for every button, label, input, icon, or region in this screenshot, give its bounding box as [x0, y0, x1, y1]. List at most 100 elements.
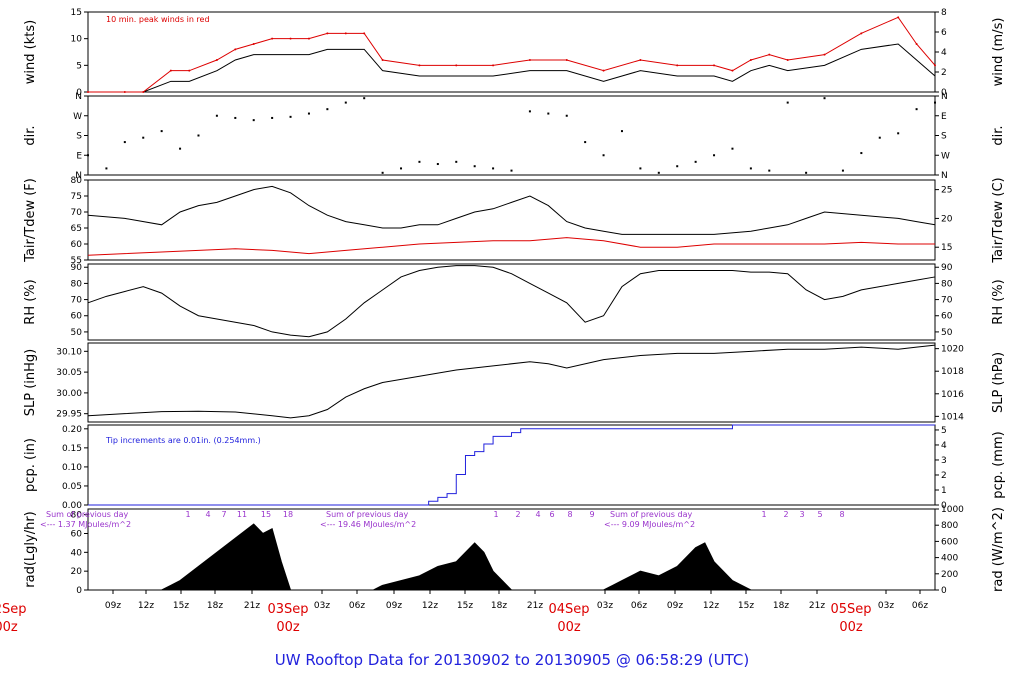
- y-tick-label-left: 20: [71, 567, 83, 577]
- y-tick-label-right: 0: [941, 501, 947, 511]
- radiation-sum-line1: Sum of previous day: [610, 510, 692, 519]
- dir-point: [510, 169, 513, 172]
- dir-point: [252, 119, 255, 122]
- y-tick-label-left: 10: [71, 35, 83, 45]
- y-tick-label-left: S: [76, 132, 82, 142]
- peak-wind-point: [934, 64, 936, 67]
- y-tick-label-right: 90: [941, 263, 953, 273]
- dir-point: [105, 167, 108, 170]
- panel-frame: [87, 95, 936, 176]
- peak-wind-point: [786, 59, 789, 61]
- radiation-sum-line2: <--- 19.46 MJoules/m^2: [320, 520, 416, 529]
- y-tick-label-right: 6: [941, 28, 947, 38]
- peak-wind-point: [455, 64, 458, 67]
- dir-point: [160, 130, 163, 133]
- y-tick-label-left: 55: [71, 256, 82, 266]
- y-tick-label-left: 0.20: [62, 425, 82, 435]
- x-tick-label: 21z: [809, 601, 825, 611]
- dir-point: [860, 152, 863, 155]
- y-axis-label-left: rad(Lgly/hr): [23, 511, 38, 587]
- y-tick-label-right: 1016: [941, 390, 964, 400]
- radiation-sum-line1: Sum of previous day: [326, 510, 408, 519]
- x-tick-label: 15z: [457, 601, 473, 611]
- y-axis-label-right: SLP (hPa): [991, 352, 1006, 413]
- y-tick-label-right: 50: [941, 328, 953, 338]
- x-tick-label: 12z: [422, 601, 438, 611]
- x-tick-label: 06z: [912, 601, 928, 611]
- radiation-hour-mark: 9: [589, 510, 594, 519]
- date-label-hour: 00z: [839, 620, 863, 635]
- y-tick-label-right: 200: [941, 570, 958, 580]
- y-tick-label-right: 2: [941, 68, 947, 78]
- date-label-hour: 00z: [276, 620, 300, 635]
- y-tick-label-left: 60: [71, 529, 83, 539]
- panel-frame: [87, 11, 936, 93]
- y-tick-label-left: 0: [76, 586, 82, 596]
- y-tick-label-right: E: [941, 112, 947, 122]
- tip-increment-note: Tip increments are 0.01in. (0.254mm.): [105, 436, 261, 445]
- x-tick-label: 03z: [314, 601, 330, 611]
- x-tick-label: 09z: [386, 601, 402, 611]
- panel-frame: [87, 342, 936, 423]
- peak-wind-point: [381, 59, 384, 61]
- y-tick-label-right: 1020: [941, 345, 964, 355]
- y-tick-label-left: 75: [71, 192, 82, 202]
- radiation-hour-mark: 8: [839, 510, 844, 519]
- radiation-hour-mark: 1: [185, 510, 190, 519]
- y-tick-label-left: 70: [71, 296, 83, 306]
- dir-point: [731, 147, 734, 150]
- series-line-slp: [87, 344, 936, 419]
- y-tick-label-right: 3: [941, 456, 947, 466]
- dir-point: [307, 112, 310, 115]
- x-tick-label: 03z: [878, 601, 894, 611]
- radiation-hour-mark: 2: [515, 510, 520, 519]
- dir-point: [418, 160, 421, 163]
- x-tick-label: 15z: [173, 601, 189, 611]
- y-tick-label-right: 0: [941, 88, 947, 98]
- dir-point: [271, 116, 274, 119]
- y-tick-label-right: W: [941, 151, 950, 161]
- y-axis-label-right: rad (W/m^2): [991, 507, 1006, 592]
- series-line-rh: [87, 265, 936, 338]
- peak-wind-point: [215, 59, 218, 61]
- series-line-temp: [87, 237, 935, 256]
- peak-wind-point: [234, 48, 237, 51]
- y-tick-label-right: 70: [941, 296, 953, 306]
- x-tick-label: 15z: [738, 601, 754, 611]
- y-tick-label-right: 80: [941, 279, 953, 289]
- y-axis-label-right: wind (m/s): [991, 18, 1006, 87]
- peak-wind-point: [713, 64, 716, 67]
- peak-wind-point: [142, 91, 145, 93]
- dir-point: [657, 171, 660, 174]
- dir-point: [234, 116, 237, 119]
- dir-point: [565, 114, 568, 117]
- peak-wind-point: [169, 69, 172, 72]
- peak-wind-point: [860, 32, 863, 35]
- y-tick-label-right: 20: [941, 214, 953, 224]
- y-tick-label-right: 1: [941, 486, 947, 496]
- date-label-hour: 00z: [0, 620, 18, 635]
- y-axis-label-right: RH (%): [991, 279, 1006, 324]
- radiation-hour-mark: 7: [221, 510, 226, 519]
- dir-point: [344, 101, 347, 104]
- series-line-wind: [88, 16, 936, 93]
- x-tick-label: 09z: [667, 601, 683, 611]
- y-axis-label-right: dir.: [991, 125, 1006, 145]
- y-tick-label-right: 4: [941, 441, 947, 451]
- date-label: 05Sep: [830, 602, 871, 617]
- panel-rh: 50 60 70 80 90 50 60 70 80 90 RH (%) RH (%): [23, 263, 1006, 341]
- peak-wind-point: [289, 37, 292, 40]
- series-line-temp: [87, 185, 936, 235]
- panel-frame: [87, 424, 936, 506]
- x-tick-label: 21z: [244, 601, 260, 611]
- dir-point: [179, 147, 182, 150]
- radiation-hour-mark: 1: [493, 510, 498, 519]
- dir-point: [805, 171, 808, 174]
- x-tick-label: 21z: [527, 601, 543, 611]
- radiation-sum-line2: <--- 9.09 MJoules/m^2: [604, 520, 695, 529]
- peak-wind-point: [676, 64, 679, 67]
- dir-point: [473, 165, 476, 168]
- peak-wind-point: [639, 59, 642, 61]
- y-tick-label-left: 80: [71, 511, 83, 521]
- y-axis-label-right: Tair/Tdew (C): [991, 177, 1006, 263]
